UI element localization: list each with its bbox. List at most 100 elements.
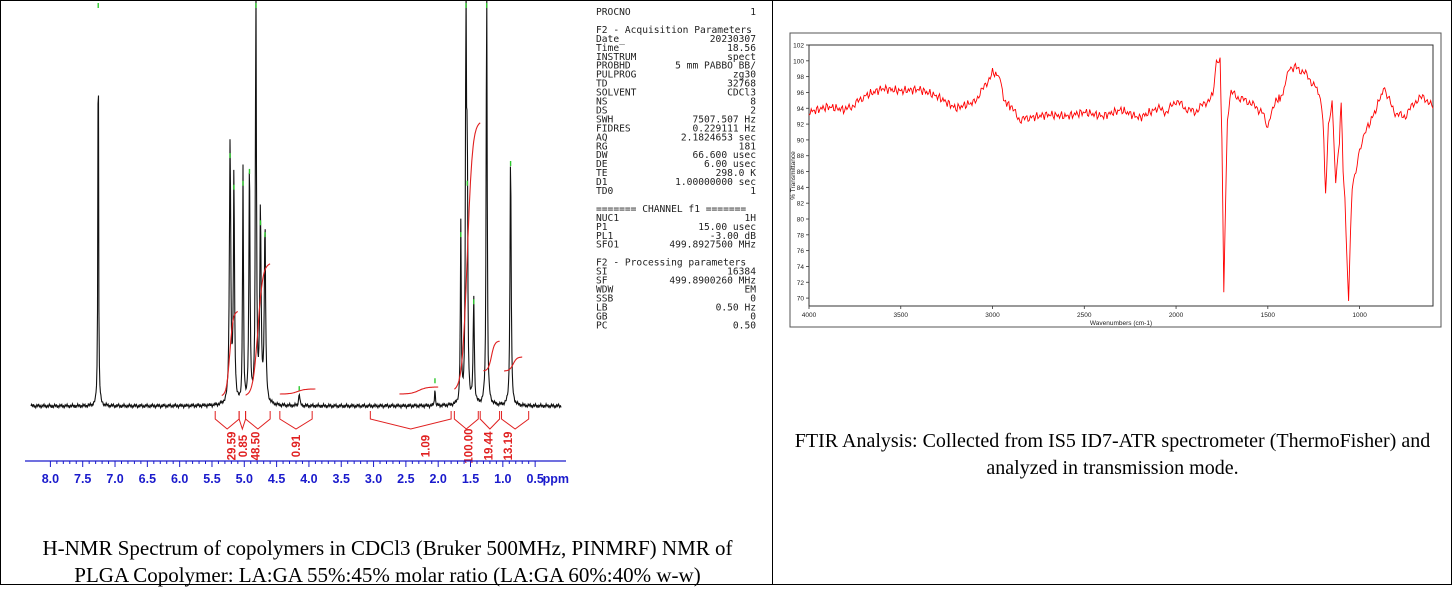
param-value: 15.00 usec bbox=[698, 222, 756, 233]
param-value: 1H bbox=[744, 213, 756, 224]
param-name: GB bbox=[596, 311, 608, 322]
ftir-y-tick-label: 88 bbox=[797, 153, 805, 160]
integral-value: 13.19 bbox=[503, 432, 515, 461]
ftir-y-tick-label: 78 bbox=[797, 232, 805, 239]
integral-bracket bbox=[501, 411, 530, 430]
nmr-spectrum-plot: 29.59 0.85 48.50 0.91 1.09 100.00 19.44 13.19 8.… bbox=[25, 1, 757, 486]
ppm-tick-label: 2.5 bbox=[397, 472, 414, 486]
param-heading: ======= CHANNEL f1 ======= bbox=[596, 204, 746, 215]
param-name: SFO1 bbox=[596, 240, 619, 251]
ppm-tick-label: 3.5 bbox=[333, 472, 350, 486]
param-value: 18.56 bbox=[727, 43, 756, 54]
param-value: 0.229111 Hz bbox=[692, 123, 756, 134]
param-name: NUC1 bbox=[596, 213, 619, 224]
ppm-tick-label: 3.0 bbox=[365, 472, 382, 486]
integral-value: 29.59 bbox=[226, 432, 238, 461]
ppm-tick-label: 2.0 bbox=[429, 472, 446, 486]
integral-bracket bbox=[453, 411, 479, 430]
ftir-x-tick-label: 2500 bbox=[1077, 312, 1092, 319]
param-name: Date_ bbox=[596, 34, 625, 45]
param-name: SSB bbox=[596, 293, 614, 304]
param-name: RG bbox=[596, 141, 608, 152]
param-value: 2 bbox=[750, 105, 756, 116]
ftir-y-tick-label: 72 bbox=[797, 280, 805, 287]
param-name: LB bbox=[596, 302, 608, 313]
ftir-y-tick-label: 84 bbox=[797, 185, 805, 192]
param-value: 8 bbox=[750, 97, 756, 108]
ftir-y-tick-label: 102 bbox=[793, 43, 804, 50]
integral-value: 48.50 bbox=[250, 432, 262, 461]
param-value: 16384 bbox=[727, 267, 756, 278]
param-value: 0.50 bbox=[733, 320, 756, 331]
param-name: D1 bbox=[596, 177, 608, 188]
param-name: WDW bbox=[596, 284, 614, 295]
integral-value: 0.85 bbox=[238, 434, 250, 457]
param-value: -3.00 dB bbox=[710, 231, 756, 242]
ppm-tick-label: 7.0 bbox=[106, 472, 123, 486]
param-name: DW bbox=[596, 150, 608, 161]
param-value: 181 bbox=[739, 141, 757, 152]
integral-value: 19.44 bbox=[484, 431, 496, 460]
integral-curve bbox=[483, 340, 500, 372]
integral-curve bbox=[399, 386, 439, 395]
ppm-tick-label: 6.0 bbox=[171, 472, 188, 486]
nmr-caption: H-NMR Spectrum of copolymers in CDCl3 (B… bbox=[42, 536, 733, 587]
param-value: CDCl3 bbox=[727, 88, 756, 99]
ftir-x-tick-label: 1500 bbox=[1261, 312, 1276, 319]
ftir-x-tick-label: 2000 bbox=[1169, 312, 1184, 319]
param-name: PL1 bbox=[596, 231, 614, 242]
integral-bracket bbox=[279, 411, 313, 430]
ftir-y-tick-label: 90 bbox=[797, 137, 805, 144]
integral-curve bbox=[221, 311, 238, 396]
param-name: TD0 bbox=[596, 186, 614, 197]
ppm-tick-label: 0.5 bbox=[526, 472, 543, 486]
integral-bracket bbox=[245, 411, 271, 430]
param-value: 298.0 K bbox=[716, 168, 757, 179]
nmr-panel: 29.59 0.85 48.50 0.91 1.09 100.00 19.44 13.19 8.… bbox=[0, 0, 773, 587]
integral-value: 0.91 bbox=[291, 434, 303, 457]
param-name: AQ bbox=[596, 132, 608, 143]
ftir-x-axis-label: Wavenumbers (cm-1) bbox=[1090, 320, 1152, 327]
integral-curve bbox=[245, 263, 271, 396]
param-value: 66.600 usec bbox=[692, 150, 756, 161]
param-value: 1 bbox=[750, 7, 756, 18]
integral-bracket bbox=[238, 411, 247, 431]
ppm-tick-label: 7.5 bbox=[74, 472, 91, 486]
ppm-tick-label: 5.0 bbox=[236, 472, 253, 486]
param-value: zg30 bbox=[733, 70, 756, 81]
param-value: 499.8927500 MHz bbox=[669, 240, 756, 251]
integral-bracket bbox=[369, 411, 452, 430]
param-name: PROCNO bbox=[596, 7, 631, 18]
param-name: PC bbox=[596, 320, 608, 331]
param-name: SWH bbox=[596, 114, 614, 125]
ftir-y-tick-label: 74 bbox=[797, 264, 805, 271]
param-name: TE bbox=[596, 168, 608, 179]
integral-curve bbox=[279, 388, 316, 395]
integral-bracket bbox=[214, 411, 240, 430]
ftir-y-axis-label: % Transmittance bbox=[790, 151, 797, 200]
ftir-caption: FTIR Analysis: Collected from IS5 ID7-AT… bbox=[794, 430, 1431, 479]
param-value: 0 bbox=[750, 293, 756, 304]
param-heading: F2 - Acquisition Parameters bbox=[596, 25, 752, 36]
ftir-y-tick-label: 80 bbox=[797, 217, 805, 224]
param-name: PULPROG bbox=[596, 70, 637, 81]
param-value: 1 bbox=[750, 186, 756, 197]
param-value: 0 bbox=[750, 311, 756, 322]
param-name: DS bbox=[596, 105, 608, 116]
param-value: spect bbox=[727, 52, 756, 63]
param-name: NS bbox=[596, 97, 608, 108]
ftir-spectrum-line bbox=[808, 57, 1434, 302]
ppm-tick-label: 5.5 bbox=[203, 472, 220, 486]
param-value: 499.8900260 MHz bbox=[669, 276, 756, 287]
integral-value: 100.00 bbox=[464, 428, 476, 463]
ftir-y-tick-label: 76 bbox=[797, 248, 805, 255]
param-value: 32768 bbox=[727, 79, 756, 90]
ftir-x-tick-label: 3000 bbox=[985, 312, 1000, 319]
param-heading: F2 - Processing parameters bbox=[596, 258, 746, 269]
ppm-tick-label: 4.5 bbox=[268, 472, 285, 486]
param-value: 1.00000000 sec bbox=[675, 177, 756, 188]
integral-curve bbox=[454, 122, 481, 390]
ftir-y-tick-label: 98 bbox=[797, 74, 805, 81]
ftir-plot-area bbox=[808, 44, 1434, 307]
ftir-y-tick-label: 82 bbox=[797, 201, 805, 208]
